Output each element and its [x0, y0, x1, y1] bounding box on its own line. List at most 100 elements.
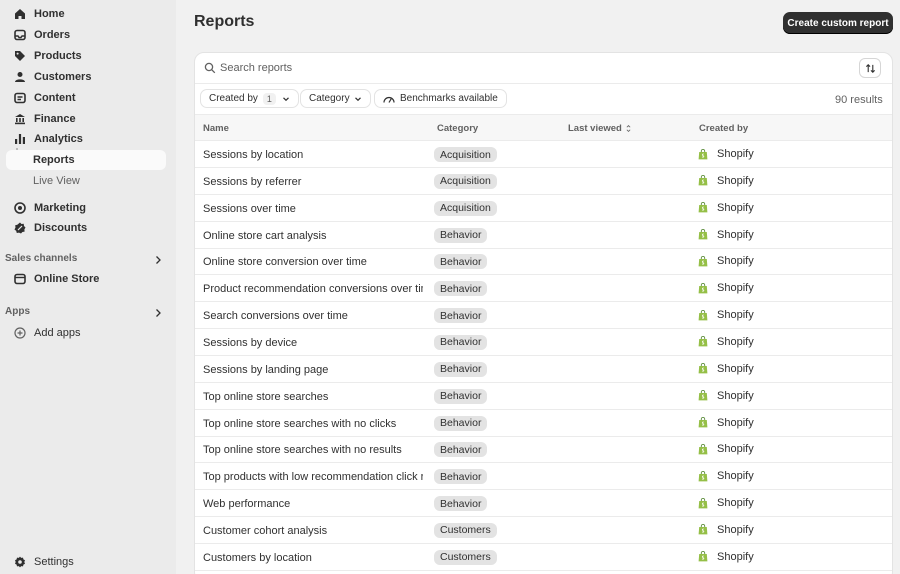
chevron-right-icon[interactable] — [153, 255, 163, 265]
sidebar-item-label: Reports — [33, 154, 75, 166]
created-by-cell: Shopify — [698, 282, 754, 294]
chevron-right-icon[interactable] — [153, 308, 163, 318]
report-name[interactable]: Sessions by landing page — [203, 363, 329, 376]
report-name[interactable]: Online store cart analysis — [203, 229, 327, 242]
sidebar-item-customers[interactable]: Customers — [6, 67, 166, 87]
report-name[interactable]: Sessions by location — [203, 149, 304, 161]
creator-name: Shopify — [717, 201, 754, 214]
report-name[interactable]: Top online store searches with no clicks — [203, 417, 397, 430]
shopify-bag-icon — [698, 309, 708, 320]
table-row[interactable]: Online store cart analysis Behavior Shopif… — [195, 222, 892, 249]
sidebar-item-label: Analytics — [34, 133, 83, 145]
sidebar-item-orders[interactable]: Orders — [6, 25, 166, 45]
category-badge: Acquisition — [434, 200, 497, 216]
category-badge: Behavior — [434, 281, 488, 297]
report-name[interactable]: Top online store searches with no result… — [203, 444, 402, 457]
report-name[interactable]: Web performance — [203, 498, 291, 511]
reports-card: Created by 1 Category Benchmarks availab… — [194, 52, 893, 574]
gear-icon — [13, 555, 27, 569]
sidebar-item-add-apps[interactable]: Add apps — [6, 323, 166, 343]
sidebar-item-reports[interactable]: Reports — [6, 150, 166, 170]
column-header-created-by[interactable]: Created by — [699, 123, 749, 134]
created-by-cell: Shopify — [698, 202, 754, 214]
column-header-category[interactable]: Category — [437, 123, 479, 134]
category-badge: Behavior — [434, 227, 488, 243]
shopify-bag-icon — [698, 255, 708, 267]
creator-name: Shopify — [717, 416, 754, 429]
created-by-filter[interactable]: Created by 1 — [200, 89, 299, 108]
creator-name: Shopify — [717, 309, 754, 322]
table-row[interactable]: Top online store searches with no result… — [195, 436, 892, 464]
table-row[interactable]: Search conversions over time Behavior Shop… — [195, 302, 892, 330]
table-row[interactable]: Sessions by device Behavior Shopify — [195, 329, 892, 356]
created-by-cell: Shopify — [698, 390, 754, 402]
category-filter[interactable]: Category — [300, 89, 371, 108]
table-row[interactable]: Top products with low recommendation cli… — [195, 463, 892, 491]
sidebar-item-home[interactable]: Home — [6, 4, 166, 24]
category-badge: Acquisition — [434, 173, 497, 189]
created-by-cell: Shopify — [698, 524, 754, 536]
sidebar-item-settings[interactable]: Settings — [6, 552, 166, 572]
sidebar-item-finance[interactable]: Finance — [6, 109, 166, 129]
plus-circle-icon — [13, 326, 27, 340]
creator-name: Shopify — [717, 335, 754, 348]
chevron-down-icon — [283, 96, 289, 101]
sidebar-item-products[interactable]: Products — [6, 46, 166, 66]
sort-button[interactable] — [859, 58, 881, 78]
category-badge: Behavior — [434, 334, 488, 350]
report-name[interactable]: Top products with low recommendation cli… — [203, 471, 423, 484]
sidebar-item-label: Orders — [34, 29, 71, 41]
table-row[interactable]: Online store conversion over time Behavio… — [195, 248, 892, 276]
sidebar-item-label: Add apps — [34, 327, 81, 339]
report-name[interactable]: Customer cohort analysis — [203, 524, 328, 537]
sidebar-item-marketing[interactable]: Marketing — [6, 198, 166, 218]
benchmarks-filter[interactable]: Benchmarks available — [374, 89, 507, 108]
table-row[interactable]: Sessions by location Acquisition Shopify — [195, 141, 892, 168]
sidebar-item-label: Settings — [34, 556, 74, 568]
table-row[interactable]: Web performance Behavior Shopify — [195, 490, 892, 518]
creator-name: Shopify — [717, 389, 754, 402]
column-header-name[interactable]: Name — [203, 123, 229, 134]
category-badge: Behavior — [434, 361, 488, 377]
report-name[interactable]: Search conversions over time — [203, 310, 348, 323]
created-by-cell: Shopify — [698, 255, 754, 267]
column-header-last-viewed[interactable]: Last viewed — [568, 123, 631, 134]
creator-name: Shopify — [717, 148, 754, 160]
report-name[interactable]: Sessions by referrer — [203, 175, 302, 188]
creator-name: Shopify — [717, 523, 754, 536]
report-name[interactable]: Customers by location — [203, 551, 312, 564]
table-row[interactable]: Product recommendation conversions over … — [195, 275, 892, 303]
table-row[interactable]: Top online store searches Behavior Shopify — [195, 383, 892, 410]
shopify-bag-icon — [698, 497, 708, 508]
creator-name: Shopify — [717, 282, 754, 295]
filter-label: Created by — [209, 93, 258, 104]
sidebar-item-content[interactable]: Content — [6, 88, 166, 108]
creator-name: Shopify — [717, 470, 754, 483]
creator-name: Shopify — [717, 255, 754, 268]
table-row[interactable]: Customer cohort analysis Customers Shopify — [195, 517, 892, 544]
search-input[interactable] — [220, 60, 820, 76]
shopify-bag-icon — [698, 229, 708, 240]
table-row[interactable]: Sessions by landing page Behavior Shopify — [195, 356, 892, 383]
sidebar-item-discounts[interactable]: Discounts — [6, 218, 166, 238]
report-name[interactable]: Sessions over time — [203, 202, 296, 215]
category-badge: Behavior — [434, 388, 488, 404]
column-header-label: Last viewed — [568, 123, 622, 134]
report-name[interactable]: Top online store searches — [203, 390, 329, 403]
report-name[interactable]: Product recommendation conversions over … — [203, 283, 423, 296]
table-row[interactable]: Sessions over time Acquisition Shopify — [195, 195, 892, 222]
sidebar-item-analytics[interactable]: Analytics — [6, 129, 166, 149]
filter-bar: Created by 1 Category Benchmarks availab… — [195, 84, 892, 115]
report-name[interactable]: Sessions by device — [203, 336, 298, 349]
home-icon — [13, 7, 27, 21]
table-row[interactable]: Customers by location Customers Shopify — [195, 544, 892, 571]
creator-name: Shopify — [717, 550, 754, 563]
discount-icon — [13, 221, 27, 235]
sidebar-item-online-store[interactable]: Online Store — [6, 269, 166, 289]
sidebar: Home Orders Products Customers Content F… — [0, 0, 176, 574]
sidebar-item-live-view[interactable]: Live View — [33, 175, 80, 187]
table-row[interactable]: Top online store searches with no clicks… — [195, 410, 892, 437]
table-row[interactable]: Sessions by referrer Acquisition Shopify — [195, 168, 892, 195]
create-custom-report-button[interactable]: Create custom report — [783, 12, 893, 34]
report-name[interactable]: Online store conversion over time — [203, 256, 367, 269]
